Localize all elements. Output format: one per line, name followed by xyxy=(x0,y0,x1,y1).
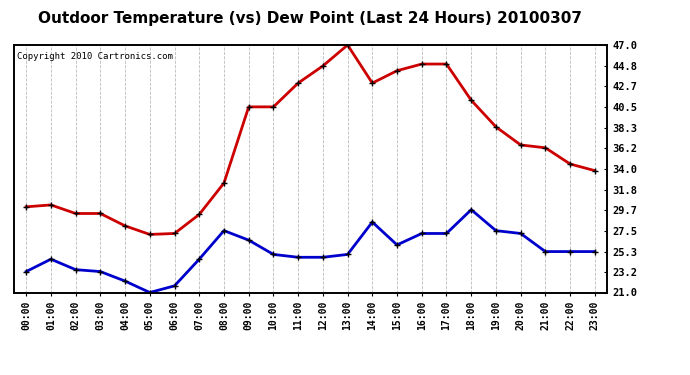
Text: Copyright 2010 Cartronics.com: Copyright 2010 Cartronics.com xyxy=(17,53,172,62)
Text: Outdoor Temperature (vs) Dew Point (Last 24 Hours) 20100307: Outdoor Temperature (vs) Dew Point (Last… xyxy=(39,11,582,26)
